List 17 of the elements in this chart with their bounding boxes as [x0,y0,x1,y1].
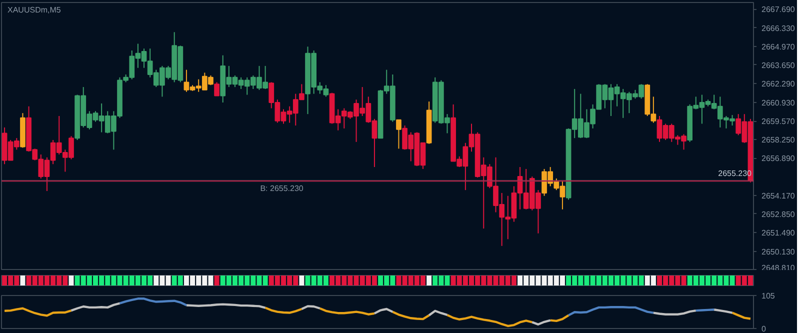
y-tick-label: 2662.290 [762,80,796,89]
y-tick-label: 2651.490 [762,228,796,238]
y-tick-label: 2664.970 [762,42,796,52]
y-tick-label: 105 [762,292,776,300]
y-tick-label: 2652.850 [762,210,796,219]
y-tick-label: 2659.570 [762,117,796,126]
y-tick-label: 2666.330 [762,24,796,33]
y-tick-label: 0 [762,324,766,333]
y-tick-label: 2663.650 [762,60,796,70]
y-tick-label: 2658.250 [762,135,796,144]
y-tick-label: 2660.930 [762,98,796,108]
chart-title: XAUUSDm,M5 [8,6,62,14]
y-tick-label: 2667.690 [762,5,796,14]
y-tick-label: 2654.170 [762,192,796,201]
y-tick-label: 2650.130 [762,247,796,256]
ref-line-label: B: 2655.230 [260,184,304,193]
y-tick-label: 2656.890 [762,154,796,164]
